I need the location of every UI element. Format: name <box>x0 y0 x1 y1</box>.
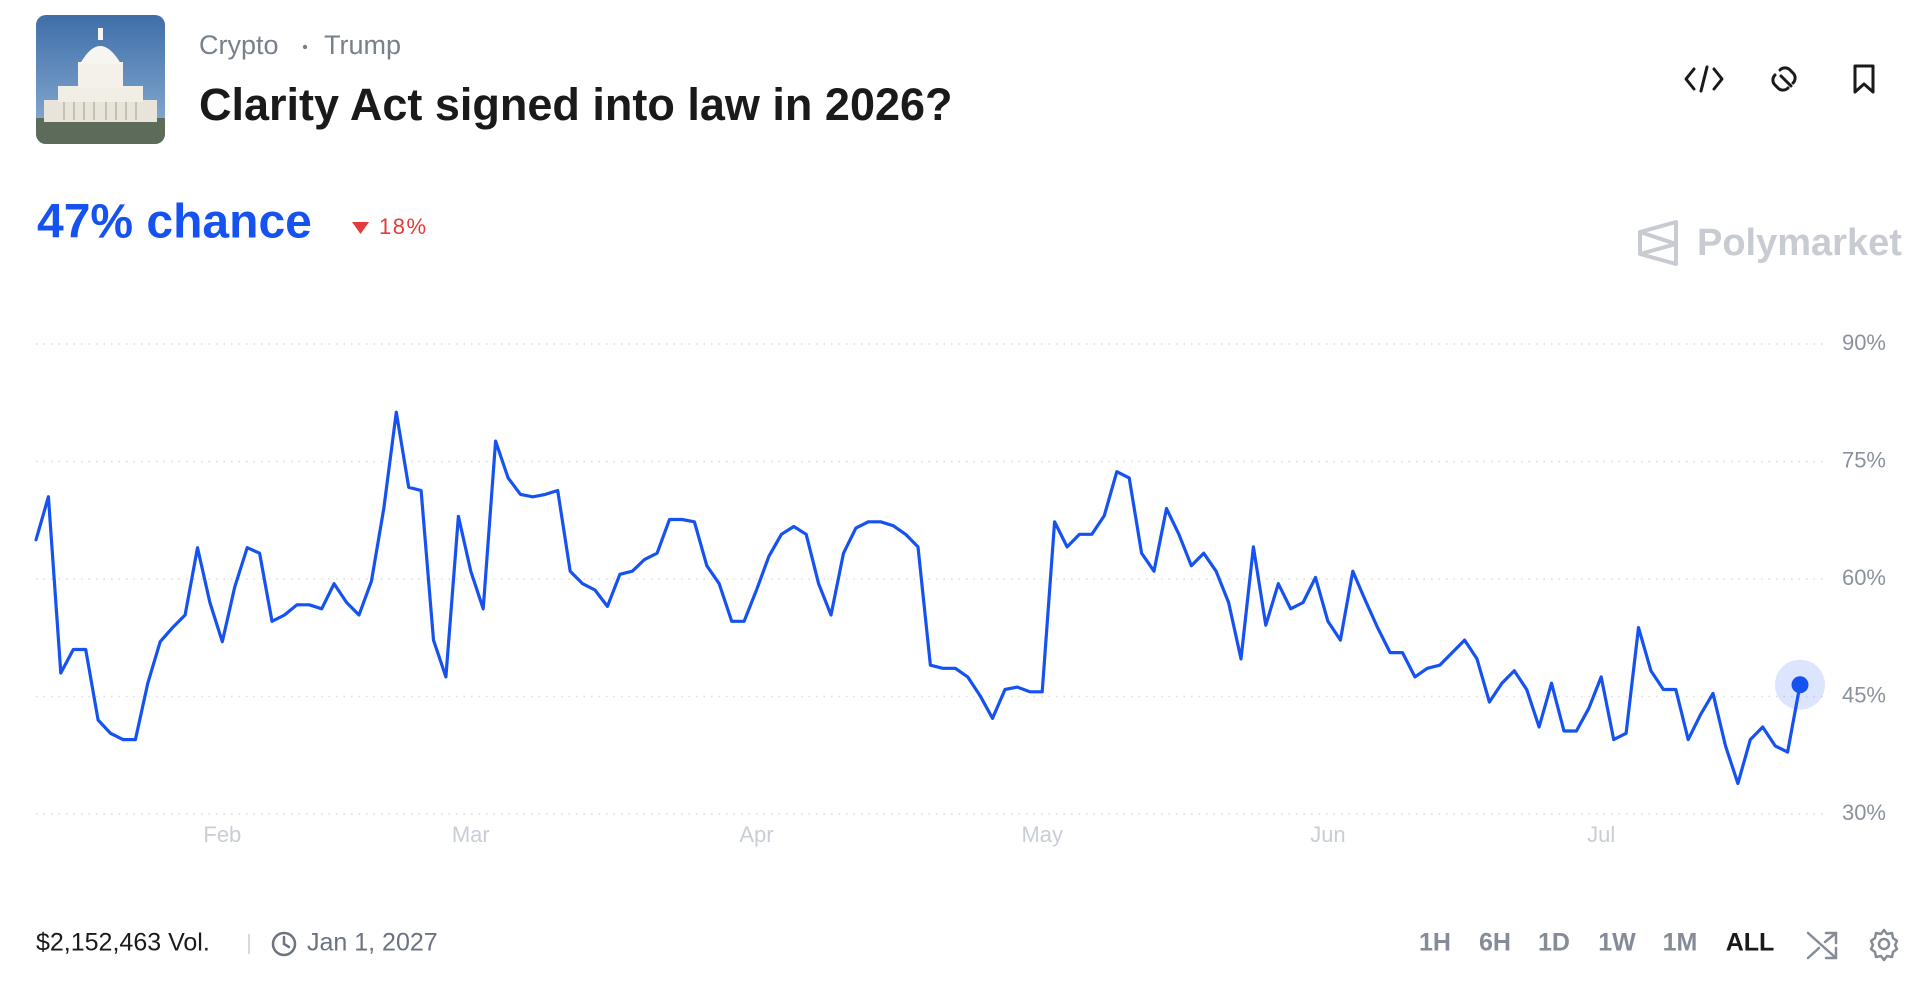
separator <box>302 44 308 50</box>
range-button[interactable]: 1H <box>1419 929 1451 957</box>
y-tick-label: 75% <box>1842 447 1886 472</box>
range-button[interactable]: 1M <box>1663 929 1698 957</box>
y-tick-label: 60% <box>1842 565 1886 590</box>
settings-icon[interactable] <box>1869 928 1899 962</box>
embed-icon[interactable] <box>1684 65 1724 93</box>
current-point <box>1791 676 1809 694</box>
probability: 47% chance <box>37 196 312 249</box>
x-tick-label: Feb <box>203 822 241 847</box>
x-tick-label: May <box>1021 822 1063 847</box>
volume: $2,152,463 Vol. <box>36 929 210 957</box>
range-button[interactable]: 1D <box>1538 929 1570 957</box>
clock-icon <box>271 931 297 957</box>
end-date: Jan 1, 2027 <box>307 929 438 957</box>
x-tick-label: Mar <box>452 822 490 847</box>
tag[interactable]: Trump <box>324 30 401 60</box>
shuffle-icon[interactable] <box>1806 931 1838 960</box>
x-tick-label: Jun <box>1310 822 1345 847</box>
link-icon[interactable] <box>1771 66 1797 92</box>
market-image <box>36 15 165 144</box>
market-title: Clarity Act signed into law in 2026? <box>199 79 953 130</box>
range-button[interactable]: 1W <box>1598 929 1636 957</box>
y-tick-label: 90% <box>1842 330 1886 355</box>
change-arrow <box>352 222 369 234</box>
range-button[interactable]: ALL <box>1726 929 1775 957</box>
range-button[interactable]: 6H <box>1479 929 1511 957</box>
y-tick-label: 45% <box>1842 682 1886 707</box>
brand: Polymarket <box>1697 222 1902 264</box>
category[interactable]: Crypto <box>199 30 279 60</box>
bookmark-icon[interactable] <box>1853 64 1875 94</box>
x-tick-label: Jul <box>1587 822 1615 847</box>
change: 18% <box>379 214 428 239</box>
x-tick-label: Apr <box>739 822 773 847</box>
y-tick-label: 30% <box>1842 800 1886 825</box>
price-line <box>34 410 1802 786</box>
brand-logo <box>1638 220 1678 266</box>
